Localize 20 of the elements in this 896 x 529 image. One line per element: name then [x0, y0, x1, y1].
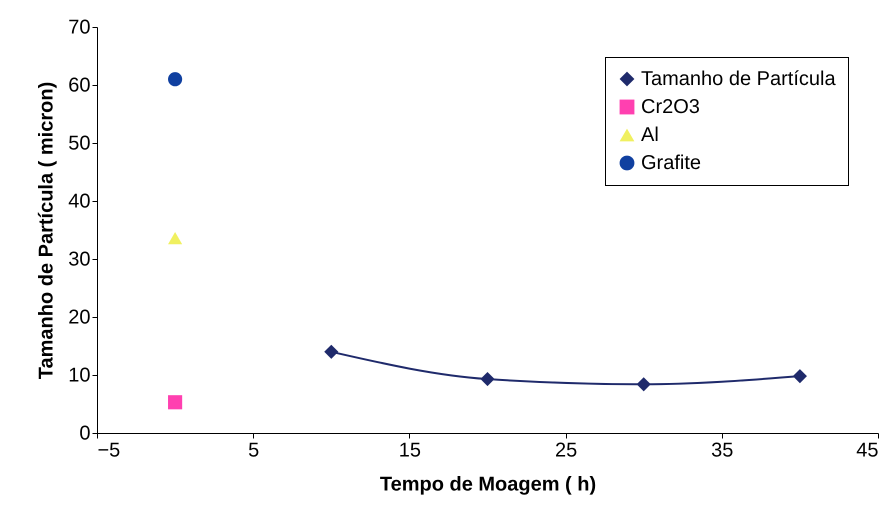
- y-tick-label: 50: [68, 132, 90, 154]
- y-tick-label: 40: [68, 190, 90, 212]
- y-axis-title: Tamanho de Partícula ( micron): [35, 82, 58, 380]
- legend-label: Al: [641, 124, 659, 146]
- x-tick-label: 35: [711, 440, 734, 462]
- y-tick-label: 10: [68, 364, 90, 386]
- x-tick-label: −5: [98, 440, 120, 462]
- y-tick-label: 30: [68, 248, 90, 270]
- y-tick-label: 60: [68, 74, 90, 96]
- legend-label: Tamanho de Partícula: [641, 68, 836, 90]
- x-tick-label: 25: [554, 440, 578, 462]
- x-tick-label: 5: [248, 440, 260, 462]
- y-tick-label: 20: [68, 306, 90, 328]
- legend-label: Cr2O3: [641, 96, 700, 118]
- y-tick-label: 70: [68, 16, 90, 38]
- legend-label: Grafite: [641, 152, 702, 174]
- x-axis-title: Tempo de Moagem ( h): [380, 474, 596, 496]
- x-tick-label: 45: [856, 440, 878, 462]
- x-tick-label: 15: [398, 440, 422, 462]
- y-tick-label: 0: [79, 422, 90, 444]
